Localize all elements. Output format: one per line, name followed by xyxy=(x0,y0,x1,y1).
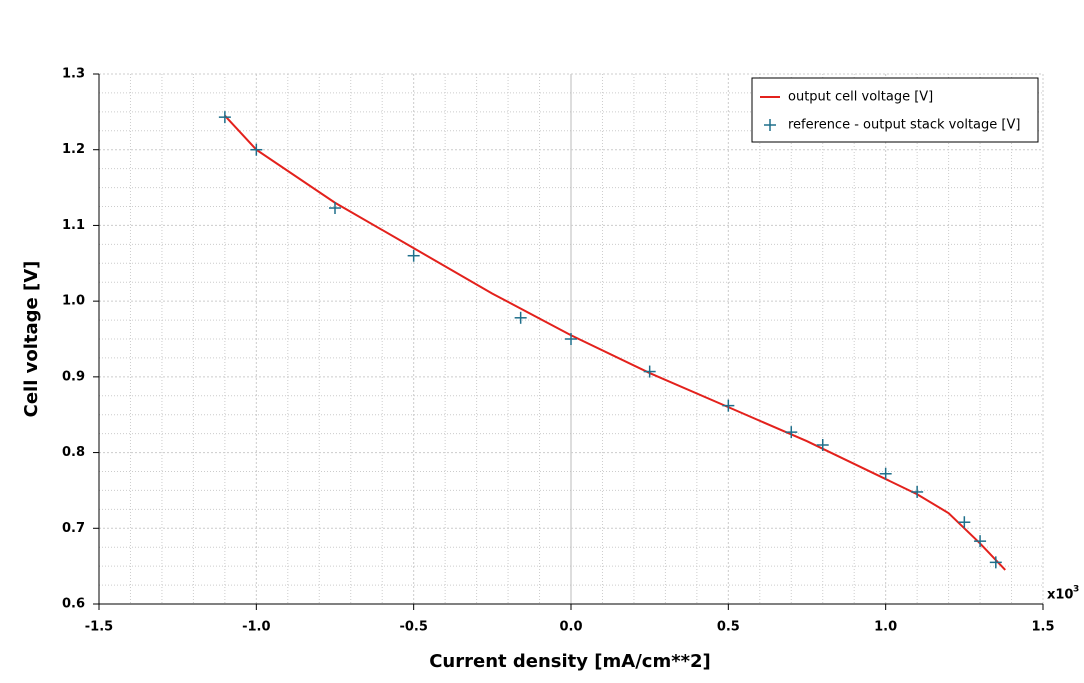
marker xyxy=(250,143,263,156)
y-tick-label: 1.2 xyxy=(62,142,85,157)
x-tick-label: 0.5 xyxy=(717,620,740,635)
y-tick-label: 1.1 xyxy=(62,218,85,233)
marker xyxy=(565,333,577,345)
x-tick-label: 1.5 xyxy=(1031,620,1054,635)
marker xyxy=(958,516,971,529)
legend-label: output cell voltage [V] xyxy=(788,90,933,105)
y-tick-label: 0.8 xyxy=(62,445,85,460)
legend-label: reference - output stack voltage [V] xyxy=(788,118,1020,133)
x-tick-label: 1.0 xyxy=(874,620,897,635)
y-tick-label: 1.0 xyxy=(62,294,85,309)
x-multiplier-exponent: 3 xyxy=(1073,585,1079,595)
legend-box xyxy=(751,77,1039,143)
y-axis-label: Cell voltage [V] xyxy=(21,261,42,418)
marker xyxy=(989,556,1002,569)
x-tick-label: -1.0 xyxy=(242,620,270,635)
marker xyxy=(643,365,656,378)
y-tick-label: 0.9 xyxy=(62,369,85,384)
marker xyxy=(816,439,829,451)
marker xyxy=(879,467,892,480)
marker xyxy=(722,399,735,412)
y-tick-label: 0.7 xyxy=(62,521,85,536)
data-line xyxy=(224,114,1006,571)
marker xyxy=(911,485,924,498)
marker xyxy=(974,535,987,548)
x-tick-label: -1.5 xyxy=(85,620,113,635)
x-tick-label: -0.5 xyxy=(399,620,427,635)
x-tick-label: 0.0 xyxy=(559,620,582,635)
y-tick-label: 0.6 xyxy=(62,597,85,612)
marker xyxy=(764,119,776,131)
marker xyxy=(785,426,798,439)
marker xyxy=(514,311,527,324)
x-axis-label: Current density [mA/cm**2] xyxy=(429,651,711,672)
x-multiplier: x10 xyxy=(1047,588,1073,603)
marker xyxy=(407,249,420,262)
marker xyxy=(329,202,341,215)
y-tick-label: 1.3 xyxy=(62,67,85,82)
marker xyxy=(218,111,231,124)
